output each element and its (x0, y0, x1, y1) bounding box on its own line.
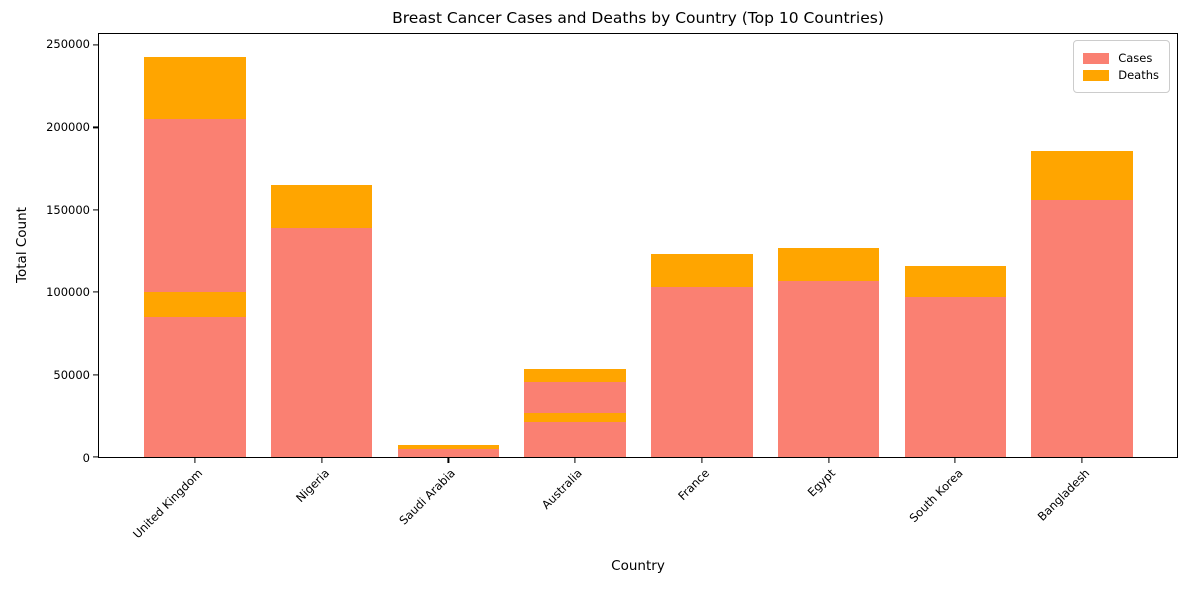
bar-segment-cases (777, 280, 880, 457)
x-tick-mark (194, 458, 196, 463)
legend: Cases Deaths (1073, 40, 1170, 93)
bar-segment-deaths (144, 56, 246, 120)
plot-area: Cases Deaths United Kingdom Nigeria Saudi A… (93, 33, 1178, 541)
bar-segment-deaths (524, 368, 626, 383)
y-tick-mark (93, 209, 98, 211)
y-tick-labels: 0 50000 100000 150000 200000 250000 (0, 33, 90, 465)
x-tick-mark (827, 458, 830, 463)
y-tick-label: 150000 (46, 202, 90, 217)
x-tick-label: United Kingdom (129, 466, 205, 542)
y-tick-label: 100000 (46, 285, 90, 300)
bar-segment-deaths (144, 292, 246, 317)
y-tick-mark (93, 126, 98, 129)
bar-segment-deaths (397, 445, 500, 449)
x-tick-label: Saudi Arabia (396, 466, 459, 528)
bar-segment-deaths (271, 185, 373, 228)
x-tick-label: Egypt (805, 466, 839, 500)
bar-segment-cases (144, 316, 246, 457)
bar-segment-cases (1031, 199, 1133, 457)
x-tick-mark (447, 458, 450, 463)
bar-segment-deaths (1031, 150, 1133, 200)
bar-segment-cases (904, 297, 1006, 457)
legend-label: Deaths (1118, 68, 1159, 82)
bar-segment-cases (144, 119, 246, 293)
bar-segment-deaths (524, 412, 626, 423)
x-tick-mark (701, 458, 703, 463)
bar-segment-cases (524, 382, 626, 413)
y-tick-mark (93, 456, 98, 458)
bar-segment-cases (271, 227, 373, 457)
x-tick-mark (574, 458, 576, 463)
x-tick-label: France (674, 466, 712, 503)
x-tick-label: Nigeria (292, 466, 332, 506)
y-tick-label: 50000 (53, 368, 90, 383)
bar-segment-deaths (777, 247, 880, 281)
legend-swatch (1083, 52, 1110, 64)
legend-item: Deaths (1083, 68, 1159, 82)
y-tick-mark (93, 44, 98, 46)
y-tick-label: 0 (82, 451, 90, 465)
bar-segment-deaths (651, 254, 753, 288)
x-tick-label: Bangladesh (1034, 466, 1092, 524)
legend-label: Cases (1118, 51, 1153, 65)
bar-segment-cases (397, 448, 500, 457)
x-tick-label: Australia (539, 466, 586, 512)
x-tick-mark (1081, 458, 1083, 463)
bar-segment-cases (524, 422, 626, 457)
bar-segment-deaths (904, 265, 1006, 298)
legend-item: Cases (1083, 51, 1159, 65)
y-tick-mark (93, 374, 98, 376)
legend-items: Cases Deaths (1083, 51, 1159, 82)
x-tick-label: South Korea (906, 466, 966, 526)
x-axis-label: Country (611, 558, 665, 574)
legend-swatch (1083, 69, 1110, 81)
x-tick-mark (321, 458, 323, 463)
y-tick-label: 250000 (46, 37, 90, 52)
x-tick-mark (954, 458, 956, 463)
bar-segment-cases (651, 287, 753, 457)
chart-title: Breast Cancer Cases and Deaths by Countr… (392, 9, 884, 27)
y-tick-mark (93, 291, 98, 293)
y-tick-label: 200000 (46, 119, 90, 134)
